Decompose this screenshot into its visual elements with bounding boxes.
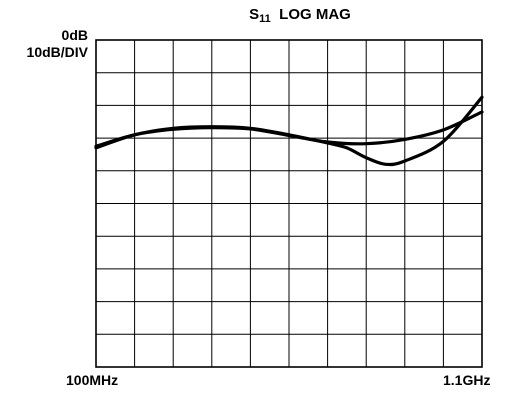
plot-frame: [95, 39, 483, 368]
title-subscript: 11: [259, 13, 271, 25]
graticule: [96, 40, 482, 367]
trace-line-2: [94, 110, 484, 148]
scale-label: 10dB/DIV: [26, 44, 88, 60]
title-measurement: LOG MAG: [279, 6, 351, 23]
chart-title: S11 LOG MAG: [0, 6, 510, 25]
title-s: S: [249, 6, 260, 23]
traces: [94, 95, 484, 167]
x-stop-label: 1.1GHz: [443, 372, 491, 388]
x-start-label: 100MHz: [66, 372, 119, 388]
reference-level-label: 0dB: [61, 27, 88, 43]
